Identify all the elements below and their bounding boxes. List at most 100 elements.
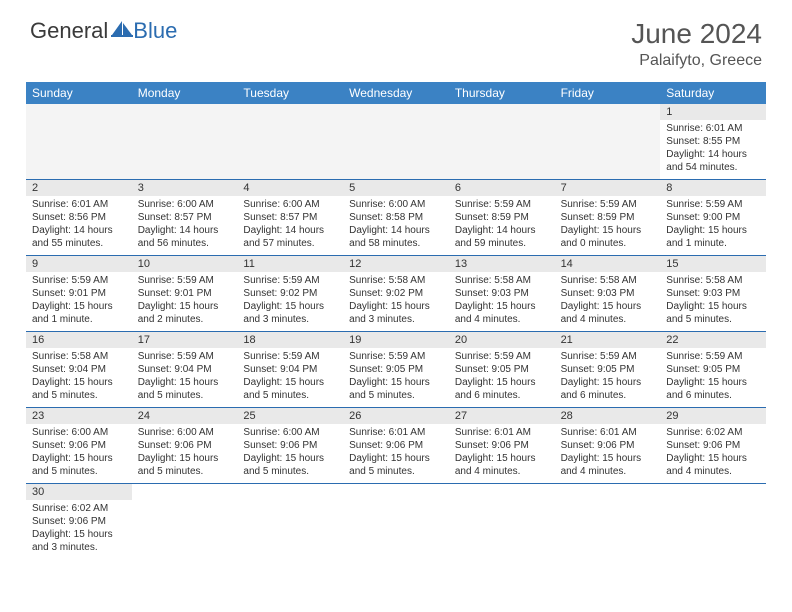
day-number: 18 <box>237 332 343 348</box>
sunset-line: Sunset: 9:06 PM <box>32 440 106 451</box>
sunrise-line: Sunrise: 5:58 AM <box>561 275 637 286</box>
sunset-line: Sunset: 9:00 PM <box>666 212 740 223</box>
daynum-row: 1 <box>26 104 766 120</box>
day-number <box>449 104 555 120</box>
sunset-line: Sunset: 8:56 PM <box>32 212 106 223</box>
day-number: 25 <box>237 408 343 424</box>
sunset-line: Sunset: 9:06 PM <box>243 440 317 451</box>
day-number: 9 <box>26 256 132 272</box>
sunset-line: Sunset: 9:05 PM <box>666 364 740 375</box>
sunset-line: Sunset: 9:04 PM <box>138 364 212 375</box>
daylight-line: Daylight: 15 hours and 0 minutes. <box>561 225 642 249</box>
sunrise-line: Sunrise: 5:58 AM <box>349 275 425 286</box>
daynum-row: 30 <box>26 484 766 500</box>
daylight-line: Daylight: 14 hours and 55 minutes. <box>32 225 113 249</box>
sunset-line: Sunset: 9:06 PM <box>32 516 106 527</box>
day-number: 5 <box>343 180 449 196</box>
sunrise-line: Sunrise: 6:01 AM <box>349 427 425 438</box>
day-cell: Sunrise: 5:59 AMSunset: 9:05 PMDaylight:… <box>449 348 555 407</box>
daylight-line: Daylight: 15 hours and 3 minutes. <box>349 301 430 325</box>
day-number: 13 <box>449 256 555 272</box>
day-cell <box>343 500 449 559</box>
weekday-label: Thursday <box>449 82 555 104</box>
logo-text-general: General <box>30 18 108 44</box>
day-cell: Sunrise: 6:01 AMSunset: 9:06 PMDaylight:… <box>555 424 661 483</box>
day-number <box>555 104 661 120</box>
day-number <box>660 484 766 500</box>
day-number <box>26 104 132 120</box>
calendar-week: 23242526272829Sunrise: 6:00 AMSunset: 9:… <box>26 408 766 484</box>
sunset-line: Sunset: 9:04 PM <box>243 364 317 375</box>
day-cell <box>237 500 343 559</box>
logo-sail-icon <box>111 20 133 43</box>
calendar-week: 16171819202122Sunrise: 5:58 AMSunset: 9:… <box>26 332 766 408</box>
daylight-line: Daylight: 15 hours and 5 minutes. <box>243 377 324 401</box>
weekday-header: Sunday Monday Tuesday Wednesday Thursday… <box>26 82 766 104</box>
daylight-line: Daylight: 15 hours and 6 minutes. <box>666 377 747 401</box>
month-title: June 2024 <box>631 18 762 50</box>
sunrise-line: Sunrise: 5:59 AM <box>455 199 531 210</box>
title-block: June 2024 Palaifyto, Greece <box>631 18 762 70</box>
daylight-line: Daylight: 15 hours and 4 minutes. <box>666 453 747 477</box>
day-cell: Sunrise: 5:59 AMSunset: 9:04 PMDaylight:… <box>132 348 238 407</box>
location-label: Palaifyto, Greece <box>631 52 762 70</box>
sunset-line: Sunset: 9:01 PM <box>138 288 212 299</box>
sunset-line: Sunset: 9:03 PM <box>455 288 529 299</box>
day-number <box>237 104 343 120</box>
day-cell: Sunrise: 6:00 AMSunset: 8:57 PMDaylight:… <box>132 196 238 255</box>
daylight-line: Daylight: 14 hours and 58 minutes. <box>349 225 430 249</box>
day-number: 16 <box>26 332 132 348</box>
day-cell: Sunrise: 6:02 AMSunset: 9:06 PMDaylight:… <box>26 500 132 559</box>
day-cell: Sunrise: 5:59 AMSunset: 9:01 PMDaylight:… <box>26 272 132 331</box>
day-cell: Sunrise: 5:59 AMSunset: 9:05 PMDaylight:… <box>555 348 661 407</box>
daylight-line: Daylight: 15 hours and 4 minutes. <box>455 301 536 325</box>
day-number: 27 <box>449 408 555 424</box>
day-number <box>132 104 238 120</box>
sunset-line: Sunset: 9:05 PM <box>349 364 423 375</box>
day-number <box>555 484 661 500</box>
sunrise-line: Sunrise: 6:00 AM <box>138 427 214 438</box>
day-cell <box>555 120 661 179</box>
weeks-container: 1 Sunrise: 6:01 AMSunset: 8:55 PMDayligh… <box>26 104 766 559</box>
day-number: 26 <box>343 408 449 424</box>
daylight-line: Daylight: 14 hours and 54 minutes. <box>666 149 747 173</box>
day-cell: Sunrise: 6:00 AMSunset: 9:06 PMDaylight:… <box>132 424 238 483</box>
sunrise-line: Sunrise: 6:00 AM <box>243 427 319 438</box>
daylight-line: Daylight: 15 hours and 4 minutes. <box>455 453 536 477</box>
sunrise-line: Sunrise: 5:59 AM <box>243 351 319 362</box>
day-cell: Sunrise: 5:59 AMSunset: 9:01 PMDaylight:… <box>132 272 238 331</box>
day-cell: Sunrise: 6:01 AMSunset: 9:06 PMDaylight:… <box>449 424 555 483</box>
daylight-line: Daylight: 15 hours and 5 minutes. <box>138 453 219 477</box>
daydata-row: Sunrise: 6:01 AMSunset: 8:55 PMDaylight:… <box>26 120 766 179</box>
daylight-line: Daylight: 15 hours and 5 minutes. <box>349 377 430 401</box>
sunrise-line: Sunrise: 5:59 AM <box>666 199 742 210</box>
sunrise-line: Sunrise: 6:02 AM <box>32 503 108 514</box>
sunset-line: Sunset: 8:57 PM <box>138 212 212 223</box>
daynum-row: 9101112131415 <box>26 256 766 272</box>
sunrise-line: Sunrise: 6:00 AM <box>32 427 108 438</box>
day-cell: Sunrise: 6:00 AMSunset: 8:58 PMDaylight:… <box>343 196 449 255</box>
day-cell: Sunrise: 5:58 AMSunset: 9:03 PMDaylight:… <box>660 272 766 331</box>
day-number: 21 <box>555 332 661 348</box>
day-number: 29 <box>660 408 766 424</box>
day-cell: Sunrise: 6:01 AM Sunset: 8:56 PM Daylight:… <box>26 196 132 255</box>
calendar: Sunday Monday Tuesday Wednesday Thursday… <box>26 82 766 559</box>
weekday-label: Monday <box>132 82 238 104</box>
logo: General Blue <box>30 18 177 44</box>
day-number: 7 <box>555 180 661 196</box>
day-number <box>343 104 449 120</box>
header: General Blue June 2024 Palaifyto, Greece <box>0 0 792 78</box>
day-cell <box>660 500 766 559</box>
day-number: 3 <box>132 180 238 196</box>
day-number: 11 <box>237 256 343 272</box>
daydata-row: Sunrise: 5:58 AM Sunset: 9:04 PM Daylight:… <box>26 348 766 407</box>
daylight-line: Daylight: 15 hours and 4 minutes. <box>561 453 642 477</box>
sunrise-line: Sunrise: 5:59 AM <box>455 351 531 362</box>
sunset-line: Sunset: 8:59 PM <box>455 212 529 223</box>
sunset-line: Sunset: 9:06 PM <box>561 440 635 451</box>
daylight-line: Daylight: 15 hours and 6 minutes. <box>455 377 536 401</box>
day-number <box>449 484 555 500</box>
sunrise-line: Sunrise: 6:01 AM <box>32 199 108 210</box>
sunset-line: Sunset: 9:02 PM <box>349 288 423 299</box>
sunrise-line: Sunrise: 5:58 AM <box>32 351 108 362</box>
